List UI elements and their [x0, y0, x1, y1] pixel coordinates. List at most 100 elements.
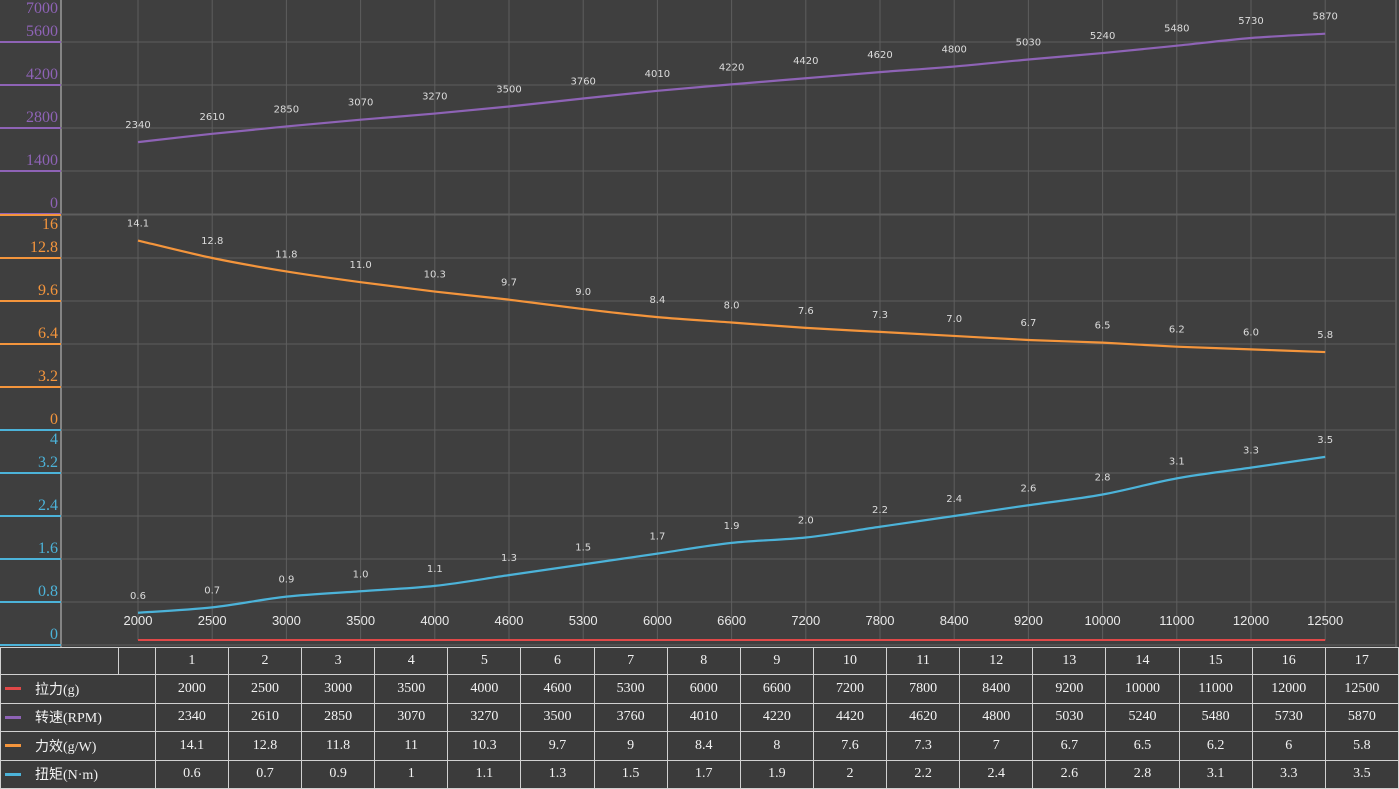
data-label: 3.5	[1317, 435, 1333, 446]
y-axis-tick-label: 1400	[26, 152, 58, 169]
table-cell: 2850	[301, 702, 376, 732]
data-label: 3.1	[1169, 456, 1185, 467]
table-cell: 6.5	[1105, 731, 1180, 761]
table-cell: 3000	[301, 674, 376, 704]
data-label: 2340	[125, 120, 150, 131]
table-cell: 6000	[666, 674, 741, 704]
table-cell: 3070	[374, 702, 449, 732]
data-label: 4420	[793, 56, 818, 67]
legend-swatch	[5, 715, 21, 719]
table-cell: 14.1	[154, 731, 229, 761]
data-label: 0.9	[278, 575, 294, 586]
x-axis-tick-label: 11000	[1159, 613, 1194, 628]
table-cell: 2.2	[886, 759, 961, 789]
data-label: 11.8	[275, 249, 297, 260]
data-label: 0.7	[204, 585, 220, 596]
data-label: 1.9	[724, 521, 740, 532]
table-cell: 5730	[1251, 702, 1326, 732]
table-header-cell: 5	[447, 647, 522, 675]
data-label: 7.0	[946, 314, 962, 325]
data-label: 3.3	[1243, 446, 1259, 457]
y-axis-tick-label: 3.2	[38, 454, 58, 471]
data-label: 9.7	[501, 278, 517, 289]
table-header-cell: 9	[739, 647, 814, 675]
series-name: 扭矩(N·m)	[35, 768, 98, 784]
data-table: 1 2 3 4 5 6 7 8 9 10 11 12 13 14 15 16 17 拉力(g) 2000 2500 3…	[0, 647, 1399, 789]
y-axis-tick-label: 7000	[26, 0, 58, 17]
x-axis-tick-label: 3500	[346, 613, 375, 628]
table-cell: 8400	[959, 674, 1034, 704]
y-axis-tick-label: 0	[50, 195, 58, 212]
data-label: 8.0	[724, 301, 740, 312]
y-axis-tick-label: 1.6	[38, 540, 58, 557]
table-cell: 11	[374, 731, 449, 761]
data-label: 3760	[570, 77, 595, 88]
data-label: 7.6	[798, 306, 814, 317]
data-label: 1.3	[501, 553, 517, 564]
data-label: 5870	[1312, 12, 1337, 23]
table-cell: 5870	[1324, 702, 1399, 732]
table-cell: 10000	[1105, 674, 1180, 704]
table-cell: 0.9	[301, 759, 376, 789]
table-cell: 4420	[812, 702, 888, 732]
table-cell: 1	[374, 759, 449, 789]
table-header-cell: 13	[1032, 647, 1107, 675]
x-axis-tick-label: 3000	[272, 613, 301, 628]
table-header-cell: 17	[1324, 647, 1399, 675]
data-label: 4800	[941, 45, 966, 56]
table-cell: 5240	[1105, 702, 1180, 732]
data-label: 4010	[645, 69, 670, 80]
legend-swatch	[5, 744, 21, 748]
table-empty-cell	[117, 647, 156, 675]
data-label: 6.5	[1095, 321, 1111, 332]
legend-swatch	[5, 687, 21, 691]
table-header-cell: 4	[374, 647, 449, 675]
data-label: 2.4	[946, 494, 962, 505]
table-header-cell: 8	[666, 647, 741, 675]
table-cell: 4220	[739, 702, 814, 732]
data-label: 5480	[1164, 24, 1189, 35]
y-axis-tick-label: 12.8	[30, 239, 58, 256]
data-label: 10.3	[424, 270, 446, 281]
data-label: 1.5	[575, 542, 591, 553]
table-cell: 3.5	[1324, 759, 1399, 789]
y-axis-tick-label: 4	[50, 431, 58, 448]
table-series-label: 转速(RPM)	[0, 702, 156, 732]
x-axis-tick-label: 12000	[1233, 613, 1269, 628]
y-axis-tick-label: 3.2	[38, 368, 58, 385]
table-cell: 12000	[1251, 674, 1326, 704]
data-label: 12.8	[201, 236, 223, 247]
table-cell: 4620	[886, 702, 961, 732]
table-cell: 8	[739, 731, 814, 761]
table-header-cell: 2	[227, 647, 303, 675]
chart-area: 0 1400 2800 4200 5600 7000 0 3.2 6.4 9.6 12.8 16 0 0.…	[0, 0, 1397, 647]
data-label: 8.4	[649, 295, 665, 306]
table-cell: 1.1	[447, 759, 522, 789]
table-cell: 2.4	[959, 759, 1034, 789]
data-label: 4620	[867, 50, 892, 61]
x-axis-tick-label: 4000	[420, 613, 449, 628]
table-header-cell: 14	[1105, 647, 1180, 675]
data-label: 1.1	[427, 564, 443, 575]
table-cell: 3.3	[1251, 759, 1326, 789]
table-cell: 7.6	[812, 731, 888, 761]
table-cell: 9	[593, 731, 668, 761]
data-label: 6.0	[1243, 327, 1259, 338]
table-cell: 5300	[593, 674, 668, 704]
table-cell: 9200	[1032, 674, 1107, 704]
y-axis-tick-label: 4200	[26, 66, 58, 83]
data-label: 9.0	[575, 287, 591, 298]
data-label: 1.7	[649, 532, 665, 543]
table-header-cell: 10	[812, 647, 888, 675]
data-label: 5.8	[1317, 330, 1333, 341]
x-axis-tick-label: 2500	[198, 613, 227, 628]
table-cell: 1.5	[593, 759, 668, 789]
table-series-label: 扭矩(N·m)	[0, 759, 156, 789]
table-cell: 2	[812, 759, 888, 789]
data-label: 11.0	[349, 260, 371, 271]
x-axis-tick-label: 10000	[1085, 613, 1121, 628]
y-axis-tick-label: 16	[42, 216, 58, 233]
table-cell: 5480	[1178, 702, 1253, 732]
table-header-cell: 15	[1178, 647, 1253, 675]
table-cell: 1.9	[739, 759, 814, 789]
